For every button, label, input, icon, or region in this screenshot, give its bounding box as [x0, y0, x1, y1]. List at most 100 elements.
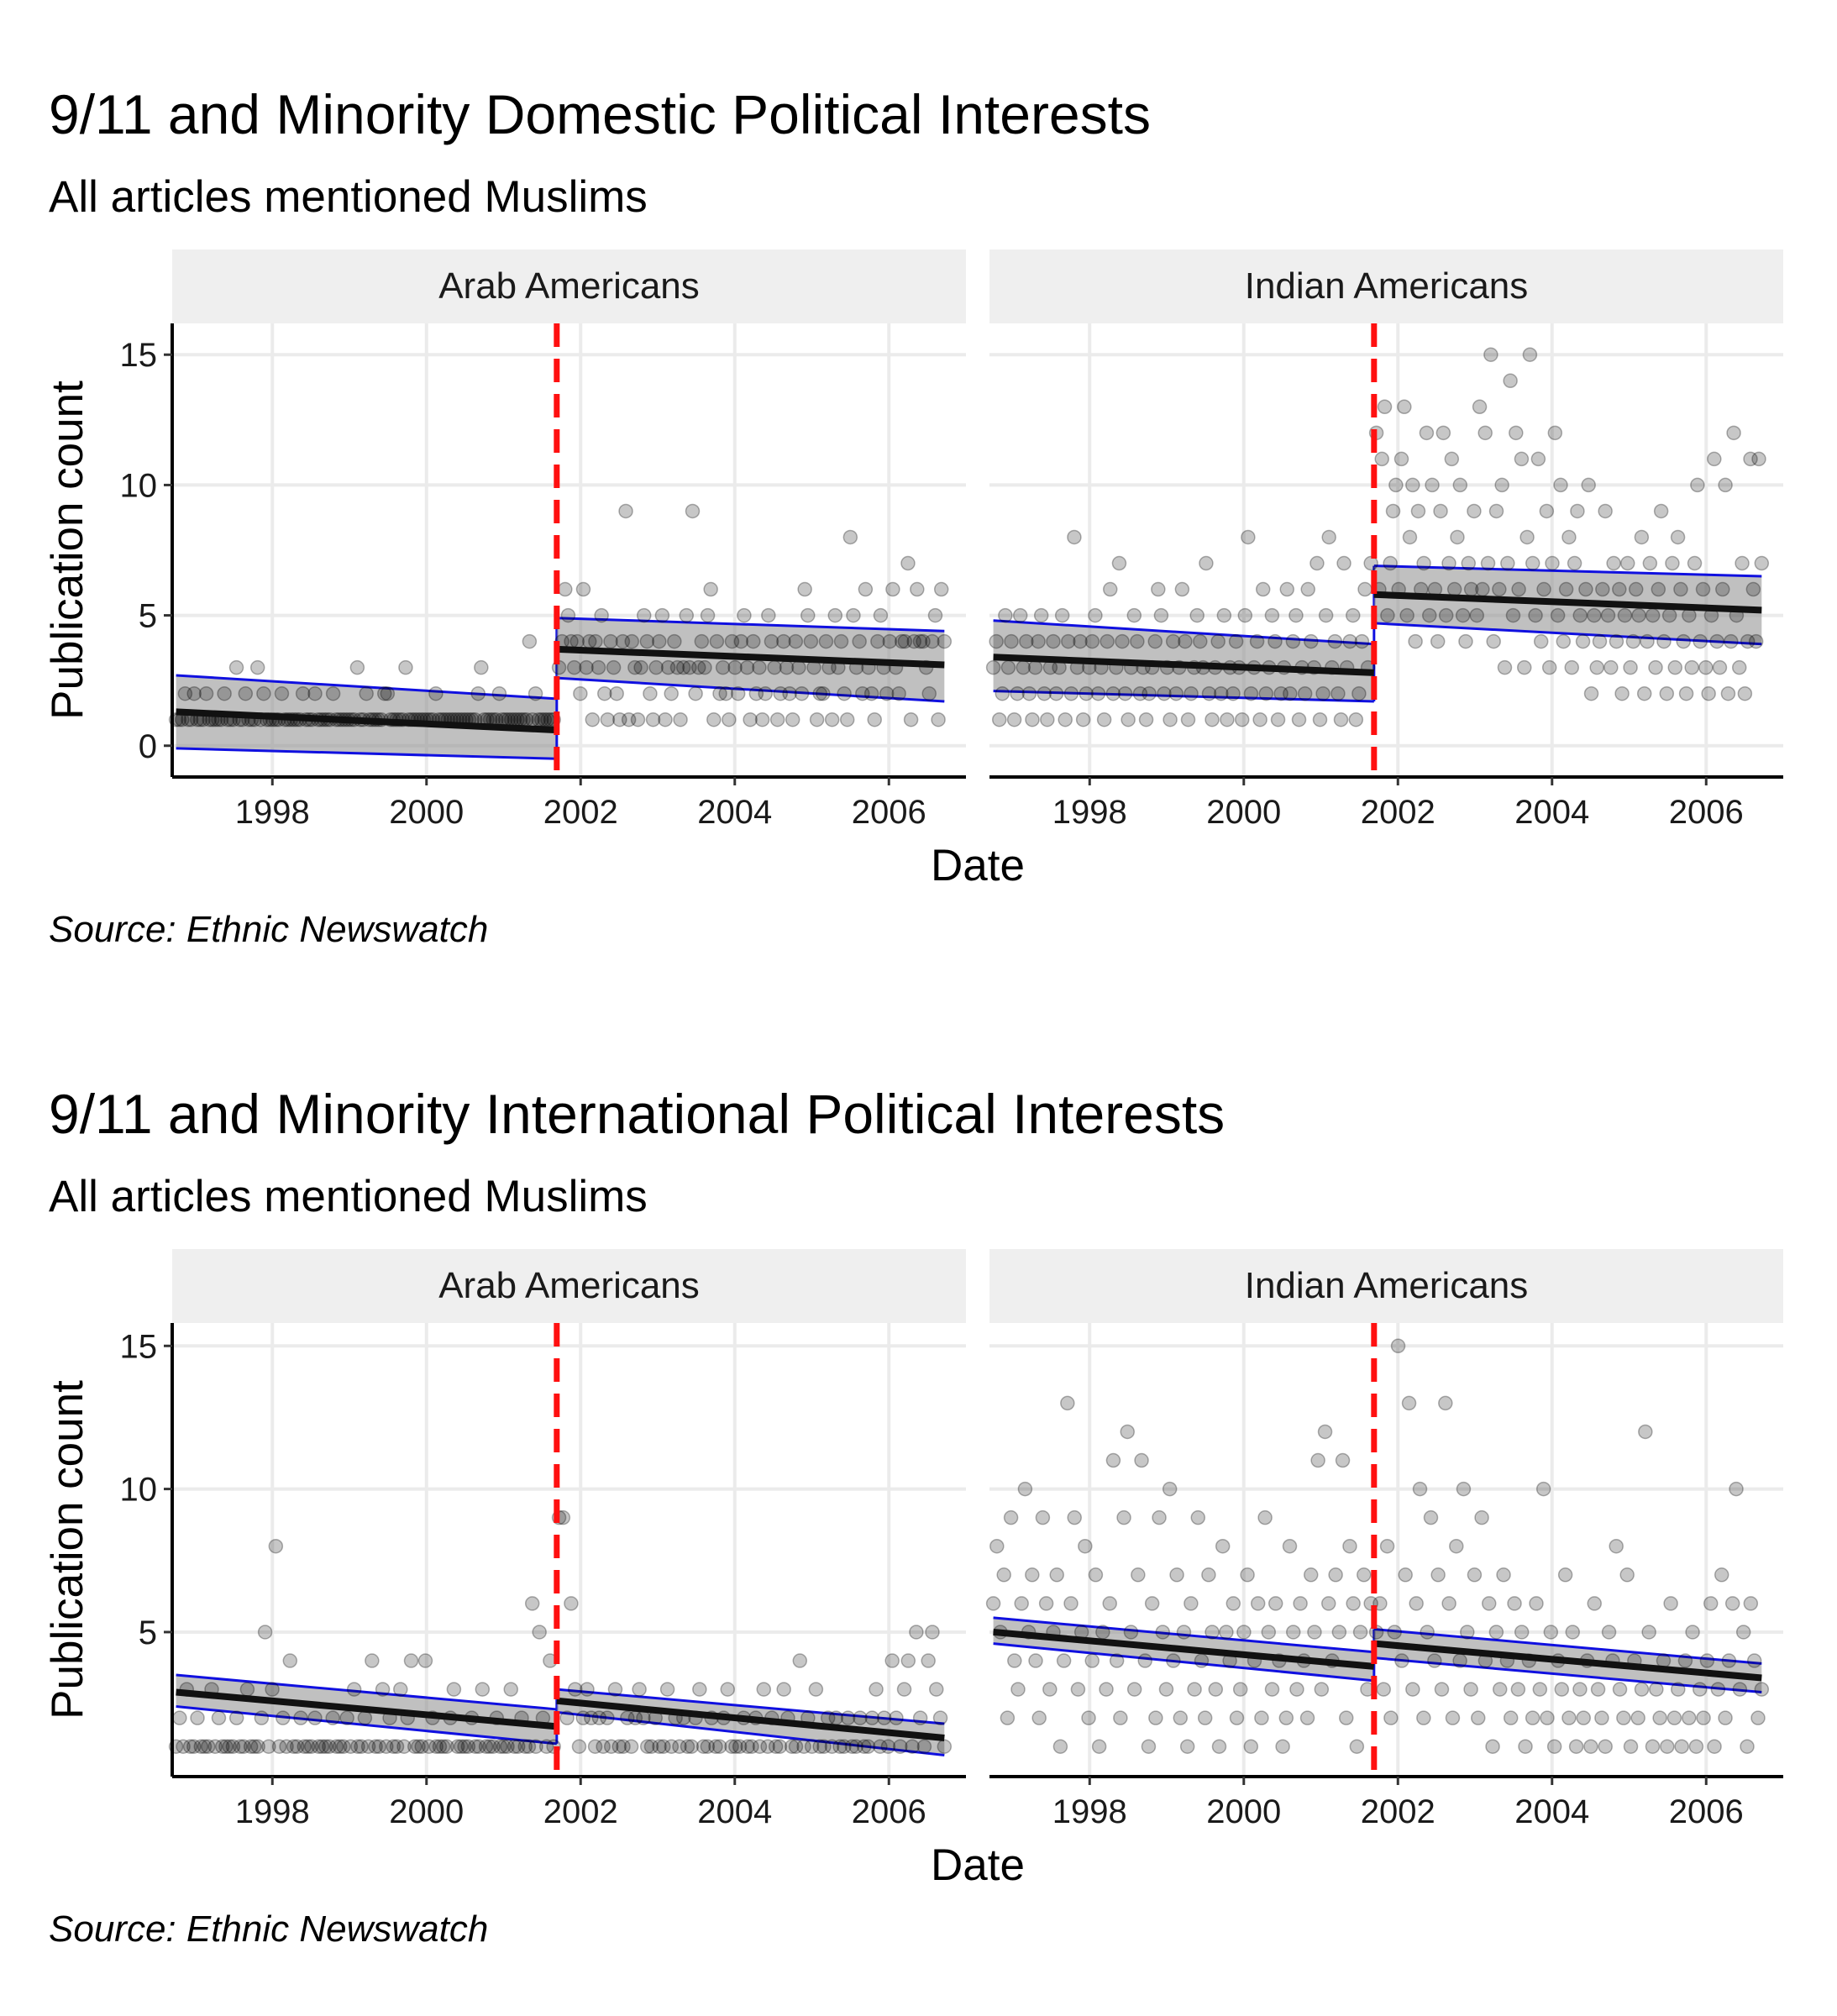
ci-upper-line: [993, 619, 1374, 646]
data-point: [803, 633, 819, 649]
data-point: [411, 1739, 426, 1754]
data-point: [754, 711, 770, 727]
data-point: [249, 659, 265, 675]
data-point: [1743, 451, 1758, 467]
data-point: [446, 1682, 462, 1697]
data-point: [1470, 1710, 1486, 1725]
data-point: [1211, 1739, 1227, 1754]
data-point: [233, 1739, 248, 1754]
data-point: [1606, 555, 1621, 571]
data-point: [652, 1739, 667, 1754]
data-point: [1401, 1395, 1417, 1411]
data-point: [652, 633, 667, 649]
data-point: [1402, 529, 1418, 545]
data-point: [1631, 607, 1646, 623]
ci-lower-line: [993, 1642, 1374, 1683]
data-point: [1488, 503, 1504, 519]
data-point: [1467, 503, 1482, 519]
data-point: [1623, 1739, 1639, 1754]
data-point: [869, 1682, 884, 1697]
data-point: [1578, 581, 1593, 597]
data-point: [1587, 1596, 1602, 1611]
data-point: [567, 1682, 583, 1697]
data-point: [1134, 1452, 1149, 1468]
data-point: [692, 1682, 707, 1697]
data-point: [1398, 1567, 1413, 1583]
data-point: [1197, 1710, 1213, 1725]
data-point: [1743, 1596, 1759, 1611]
data-point: [584, 1710, 599, 1725]
data-point: [1376, 1682, 1391, 1697]
data-point: [1425, 477, 1440, 493]
data-point: [1628, 581, 1644, 597]
data-point: [1226, 685, 1241, 701]
data-point: [1514, 451, 1530, 467]
data-point: [1338, 1710, 1354, 1725]
data-point: [478, 1739, 494, 1754]
data-point: [1111, 555, 1127, 571]
x-tick-label: 2004: [1514, 794, 1589, 831]
x-tick-label: 2000: [1206, 794, 1281, 831]
data-point: [1718, 477, 1733, 493]
fit-line: [1373, 591, 1762, 614]
data-point: [1131, 1567, 1146, 1583]
data-point: [985, 659, 1001, 675]
data-point: [916, 633, 931, 649]
data-point: [607, 1682, 623, 1697]
data-point: [1754, 555, 1770, 571]
data-point: [1666, 1710, 1682, 1725]
data-point: [1144, 1596, 1160, 1611]
data-point: [1027, 659, 1043, 675]
data-point: [1141, 1739, 1157, 1754]
data-point: [1525, 555, 1540, 571]
data-point: [1660, 1739, 1675, 1754]
data-point: [1452, 1653, 1467, 1668]
data-point: [1006, 711, 1022, 727]
data-point: [357, 1710, 373, 1725]
data-point: [468, 1739, 483, 1754]
data-point: [1307, 1625, 1322, 1640]
data-point: [1079, 685, 1094, 701]
data-point: [1081, 1710, 1096, 1725]
data-point: [1715, 581, 1730, 597]
data-point: [290, 1739, 305, 1754]
data-point: [1046, 633, 1061, 649]
data-point: [1132, 685, 1148, 701]
data-point: [900, 555, 916, 571]
data-point: [1710, 1682, 1726, 1697]
data-point: [816, 685, 831, 701]
data-point: [792, 1653, 808, 1668]
data-point: [1214, 685, 1229, 701]
data-point: [1543, 1625, 1559, 1640]
data-point: [937, 1739, 953, 1754]
data-point: [1052, 1739, 1068, 1754]
data-point: [1651, 581, 1666, 597]
data-point: [176, 1739, 191, 1754]
data-point: [679, 607, 695, 623]
data-point: [1240, 1567, 1255, 1583]
data-point: [1412, 1481, 1428, 1497]
data-point: [414, 1739, 429, 1754]
data-point: [1625, 633, 1641, 649]
data-point: [1463, 1682, 1478, 1697]
ci-lower-line: [556, 676, 945, 703]
data-point: [912, 633, 928, 649]
ci-lower-line: [176, 747, 557, 760]
data-point: [304, 1739, 319, 1754]
data-point: [588, 633, 603, 649]
data-point: [1617, 607, 1633, 623]
data-point: [506, 1739, 522, 1754]
chart-title: 9/11 and Minority Domestic Political Int…: [49, 83, 1151, 145]
x-tick-label: 2000: [1206, 1793, 1281, 1830]
panel-arab-americans: Arab Americans 1998 2000 2002 2004 2006 0 5 10 15: [120, 249, 966, 831]
data-point: [788, 1739, 804, 1754]
data-point: [1720, 685, 1736, 701]
data-point: [1751, 451, 1766, 467]
data-point: [1745, 581, 1761, 597]
data-point: [618, 503, 633, 519]
data-point: [860, 1739, 876, 1754]
data-point: [389, 1739, 405, 1754]
data-point: [989, 633, 1004, 649]
data-point: [243, 1739, 259, 1754]
data-point: [500, 1739, 515, 1754]
